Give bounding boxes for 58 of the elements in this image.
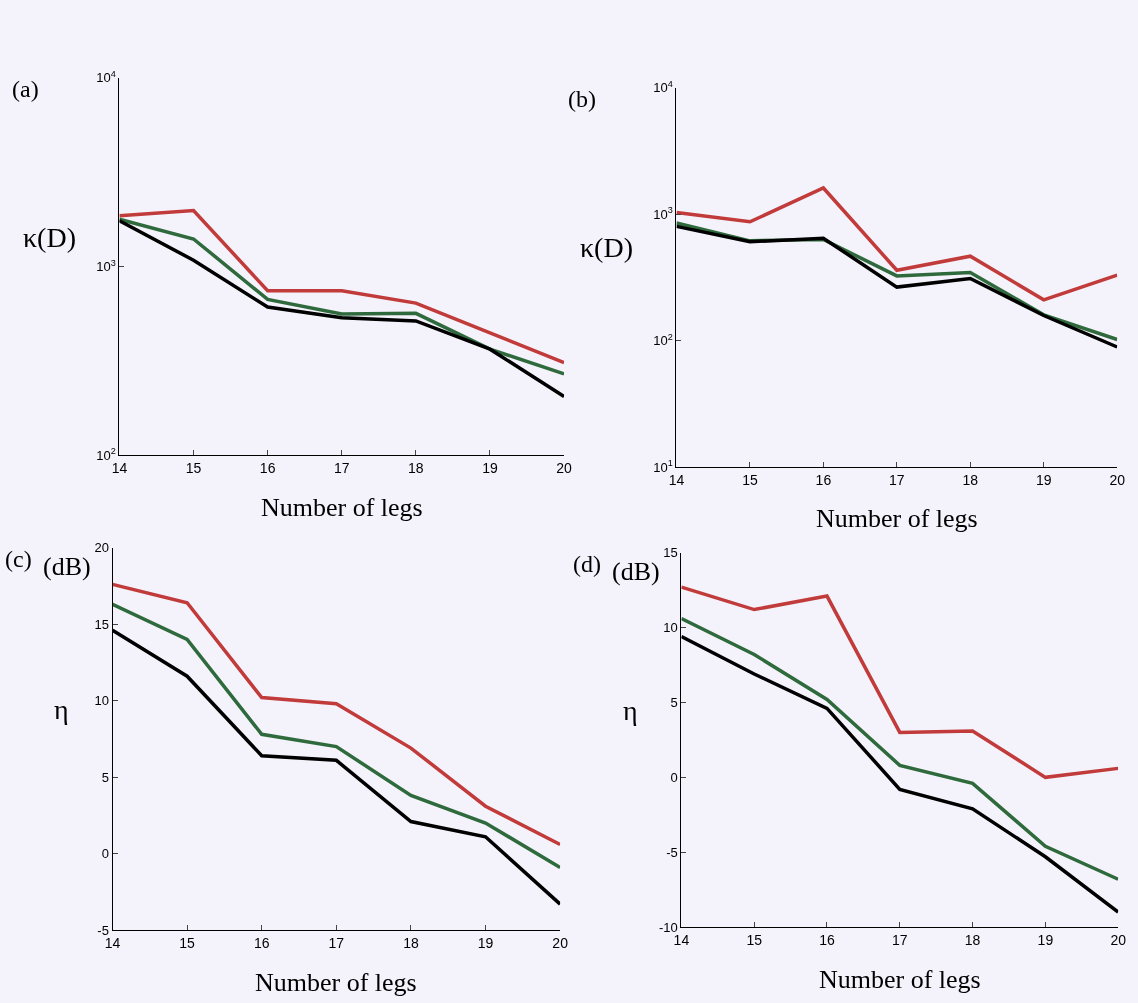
- y-tick-label: 20: [94, 540, 109, 556]
- y-axis-title: η: [54, 694, 69, 725]
- x-tick-label: 18: [964, 931, 981, 948]
- x-tick-label: 15: [742, 471, 758, 488]
- y-tick-label: -5: [666, 844, 678, 860]
- line-series: [681, 616, 1119, 881]
- y-tick-label: 0: [670, 769, 678, 785]
- chart-title: (b): [568, 86, 596, 112]
- x-axis-title: Number of legs: [255, 968, 417, 997]
- line-series: [676, 186, 1118, 302]
- y-axis-title: κ(D): [580, 232, 633, 263]
- y-tick-label: 10$^{2}$: [653, 331, 673, 349]
- x-tick-label: 18: [403, 934, 419, 951]
- x-tick-label: 16: [819, 931, 835, 948]
- chart-title: (c): [5, 546, 32, 572]
- x-tick-label: 14: [111, 460, 128, 477]
- x-tick-label: 17: [333, 460, 350, 477]
- y-tick-label: 10$^{2}$: [96, 446, 116, 463]
- y-tick-label: 10$^{3}$: [653, 205, 673, 222]
- x-tick-label: 16: [259, 460, 276, 477]
- y-tick-label: 10$^{3}$: [96, 257, 116, 275]
- y-axis-title: η: [623, 695, 638, 726]
- chart-title: (a): [12, 76, 39, 102]
- x-tick-label: 16: [253, 934, 270, 951]
- chart-title: (d): [573, 551, 601, 577]
- y-tick-label: 5: [670, 695, 678, 710]
- x-tick-label: 20: [1110, 931, 1127, 948]
- y-tick-label: 10: [94, 693, 109, 709]
- y-tick-label: 10$^{4}$: [653, 78, 673, 96]
- x-tick-label: 17: [889, 471, 905, 488]
- x-tick-label: 18: [962, 471, 979, 488]
- line-series: [681, 585, 1119, 780]
- x-tick-label: 18: [408, 460, 424, 477]
- x-tick-label: 15: [746, 931, 763, 948]
- x-tick-label: 20: [552, 934, 569, 951]
- x-axis-title: Number of legs: [816, 504, 978, 533]
- x-axis-title: Number of legs: [819, 965, 981, 994]
- y-tick-label: 15: [663, 545, 678, 561]
- text: (dB): [612, 557, 660, 586]
- x-tick-label: 17: [328, 934, 345, 951]
- x-tick-label: 19: [1037, 931, 1054, 948]
- x-tick-label: 20: [556, 460, 573, 477]
- y-tick-label: 5: [101, 769, 109, 785]
- x-axis-title: Number of legs: [261, 493, 423, 522]
- x-tick-label: 15: [185, 460, 202, 477]
- x-tick-label: 17: [892, 931, 908, 948]
- x-tick-label: 19: [477, 934, 494, 951]
- x-tick-label: 15: [179, 934, 196, 951]
- y-tick-label: 10$^{4}$: [96, 68, 116, 86]
- x-tick-label: 19: [1035, 471, 1052, 488]
- x-tick-label: 20: [1109, 471, 1126, 488]
- x-tick-label: 16: [815, 471, 832, 488]
- text: (dB): [43, 552, 91, 581]
- y-tick-label: 15: [94, 616, 109, 632]
- x-tick-label: 19: [482, 460, 498, 477]
- y-axis-title: κ(D): [23, 222, 76, 253]
- y-tick-label: 0: [101, 846, 109, 862]
- y-tick-label: 10: [663, 620, 678, 636]
